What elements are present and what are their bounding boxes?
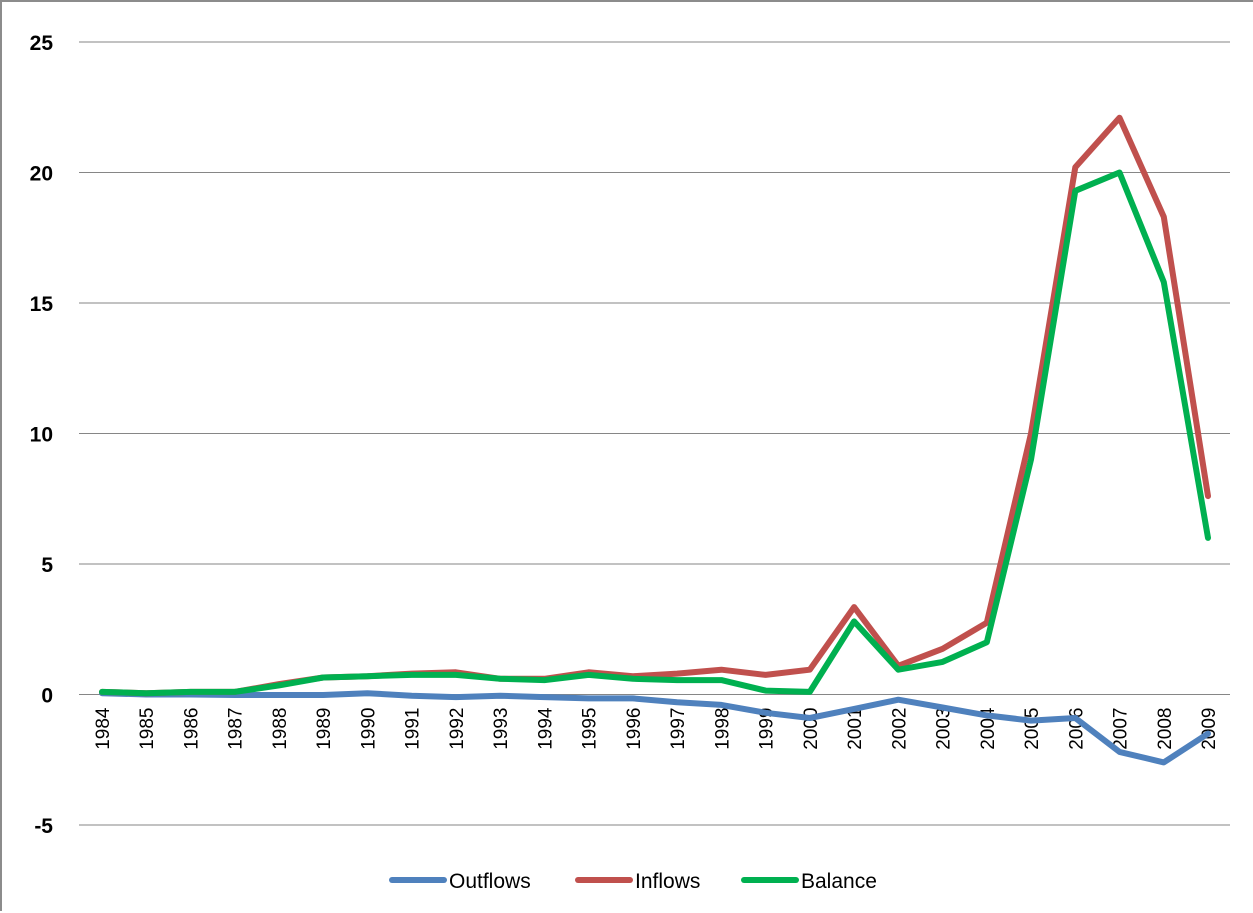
- x-tick-label: 1988: [270, 708, 291, 750]
- series-line-balance: [99, 169, 1211, 697]
- x-tick-label: 1995: [580, 708, 601, 750]
- x-tick-label: 1991: [403, 708, 424, 750]
- x-tick-label: 1993: [491, 708, 512, 750]
- x-tick-label: 1994: [535, 707, 556, 750]
- series-line-outflows: [99, 690, 1211, 766]
- y-tick-label: 15: [30, 293, 54, 316]
- y-tick-label: 20: [30, 163, 53, 186]
- legend-label-outflows: Outflows: [449, 870, 531, 893]
- x-tick-label: 1999: [757, 708, 778, 750]
- x-axis-tick-labels: 1984 1985 1986 1987 1988 1989 1990 1991 1992 1993…: [93, 707, 1220, 750]
- x-tick-label: 2009: [1199, 708, 1220, 750]
- x-tick-label: 2007: [1111, 708, 1132, 750]
- legend-label-inflows: Inflows: [635, 870, 700, 893]
- x-tick-label: 1996: [624, 708, 645, 750]
- gridlines: [79, 41, 1230, 826]
- x-tick-label: 1987: [226, 708, 247, 750]
- x-tick-label: 1997: [668, 708, 689, 750]
- y-tick-label: 5: [41, 554, 53, 577]
- x-tick-label: 2002: [889, 708, 910, 750]
- x-tick-label: 1986: [181, 708, 202, 750]
- y-tick-label: 0: [41, 685, 53, 708]
- x-tick-label: 1990: [358, 708, 379, 750]
- x-tick-label: 1985: [137, 708, 158, 750]
- x-tick-label: 1984: [93, 707, 114, 750]
- y-tick-label: 25: [30, 32, 54, 55]
- x-tick-label: 2005: [1022, 708, 1043, 750]
- x-tick-label: 2008: [1155, 708, 1176, 750]
- x-tick-label: 2003: [934, 708, 955, 750]
- y-axis-tick-labels: 25 20 15 10 5 0 -5: [30, 32, 54, 838]
- y-tick-label: 10: [30, 424, 53, 447]
- x-tick-label: 1989: [314, 708, 335, 750]
- legend-label-balance: Balance: [801, 870, 877, 893]
- legend: Outflows Inflows Balance: [389, 870, 877, 893]
- x-tick-label: 1992: [447, 708, 468, 750]
- x-tick-label: 2001: [845, 708, 866, 750]
- x-tick-label: 2006: [1066, 708, 1087, 750]
- y-tick-label: -5: [34, 815, 53, 838]
- series-lines: [99, 114, 1211, 766]
- x-tick-label: 1998: [712, 708, 733, 750]
